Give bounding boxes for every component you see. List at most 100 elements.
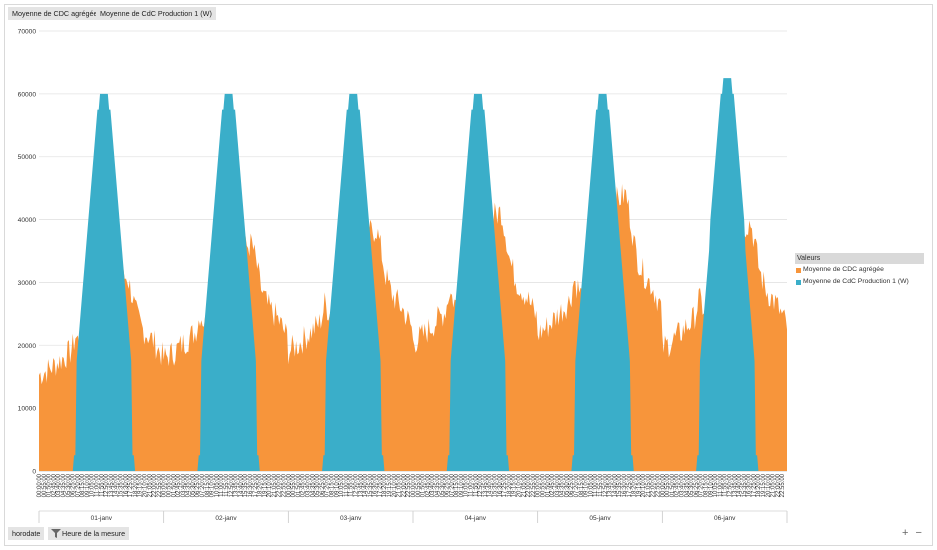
x-tick-label: 09:10:00 xyxy=(85,473,91,497)
x-tick-label: 17:25:00 xyxy=(627,473,633,497)
axis-field-horodate[interactable]: horodate xyxy=(8,527,45,540)
x-tick-label: 14:40:00 xyxy=(238,473,244,497)
x-tick-label: 22:55:00 xyxy=(656,473,662,497)
x-tick-label: 14:40:00 xyxy=(114,473,120,497)
x-tick-label: 11:00:00 xyxy=(219,473,225,497)
x-tick-label: 03:40:00 xyxy=(430,473,436,497)
legend-item-cdc-agregee[interactable]: Moyenne de CDC agrégée xyxy=(795,264,924,276)
x-tick-label: 09:10:00 xyxy=(459,473,465,497)
x-tick-label: 22:00:00 xyxy=(651,473,657,497)
x-tick-label: 22:00:00 xyxy=(775,473,781,497)
x-tick-label: 20:10:00 xyxy=(392,473,398,497)
x-tick-label: 05:30:00 xyxy=(440,473,446,497)
x-tick-label: 22:00:00 xyxy=(526,473,532,497)
x-tick-label: 12:50:00 xyxy=(478,473,484,497)
y-tick-label: 10000 xyxy=(18,406,37,413)
x-tick-label: 05:30:00 xyxy=(190,473,196,497)
x-tick-label: 04:35:00 xyxy=(310,473,316,497)
day-label: 01-janv xyxy=(91,515,113,522)
x-tick-label: 10:05:00 xyxy=(464,473,470,497)
x-tick-label: 08:15:00 xyxy=(205,473,211,497)
x-tick-label: 03:40:00 xyxy=(306,473,312,497)
y-tick-label: 20000 xyxy=(18,343,37,350)
axis-field-heure[interactable]: Heure de la mesure xyxy=(48,527,130,540)
zoom-buttons[interactable]: + − xyxy=(902,527,924,539)
x-tick-label: 06:25:00 xyxy=(320,473,326,497)
y-tick-label: 30000 xyxy=(18,280,37,287)
x-tick-label: 19:15:00 xyxy=(636,473,642,497)
x-tick-label: 01:50:00 xyxy=(171,473,177,497)
axis-field-heure-label: Heure de la mesure xyxy=(62,529,126,538)
series-cdc-production-area xyxy=(39,78,787,471)
x-tick-label: 15:35:00 xyxy=(493,473,499,497)
legend-swatch-blue xyxy=(796,280,801,285)
x-tick-label: 07:20:00 xyxy=(75,473,81,497)
x-tick-label: 13:45:00 xyxy=(234,473,240,497)
value-field-cdc-agregee[interactable]: Moyenne de CDC agrégée xyxy=(8,7,102,20)
day-label: 04-janv xyxy=(465,515,487,522)
x-tick-label: 17:25:00 xyxy=(253,473,259,497)
x-tick-label: 15:35:00 xyxy=(243,473,249,497)
x-tick-label: 06:25:00 xyxy=(569,473,575,497)
x-tick-label: 22:55:00 xyxy=(406,473,412,497)
x-tick-label: 00:00:00 xyxy=(162,473,168,497)
x-tick-label: 21:05:00 xyxy=(272,473,278,497)
x-tick-label: 11:55:00 xyxy=(349,473,355,497)
legend-swatch-orange xyxy=(796,268,801,273)
x-tick-label: 11:00:00 xyxy=(718,473,724,497)
x-tick-label: 00:00:00 xyxy=(286,473,292,497)
x-tick-label: 06:25:00 xyxy=(71,473,77,497)
x-tick-label: 17:25:00 xyxy=(128,473,134,497)
x-tick-label: 02:45:00 xyxy=(51,473,57,497)
y-tick-label: 40000 xyxy=(18,217,37,224)
series-cdc-agregee-area xyxy=(39,183,787,471)
x-tick-label: 09:10:00 xyxy=(584,473,590,497)
x-tick-label: 21:05:00 xyxy=(397,473,403,497)
x-tick-label: 22:00:00 xyxy=(277,473,283,497)
x-tick-label: 05:30:00 xyxy=(66,473,72,497)
x-tick-label: 15:35:00 xyxy=(119,473,125,497)
x-tick-label: 12:50:00 xyxy=(104,473,110,497)
x-tick-label: 18:20:00 xyxy=(258,473,264,497)
x-tick-label: 12:50:00 xyxy=(603,473,609,497)
x-tick-label: 16:30:00 xyxy=(248,473,254,497)
x-tick-label: 01:50:00 xyxy=(670,473,676,497)
x-tick-label: 13:45:00 xyxy=(732,473,738,497)
x-tick-label: 01:50:00 xyxy=(545,473,551,497)
x-tick-label: 12:50:00 xyxy=(353,473,359,497)
x-tick-label: 07:20:00 xyxy=(449,473,455,497)
x-tick-label: 00:00:00 xyxy=(411,473,417,497)
x-tick-label: 20:10:00 xyxy=(267,473,273,497)
legend-title: Valeurs xyxy=(795,253,924,264)
value-field-cdc-production[interactable]: Moyenne de CdC Production 1 (W) xyxy=(96,7,216,20)
x-tick-label: 11:55:00 xyxy=(598,473,604,497)
x-tick-label: 19:15:00 xyxy=(512,473,518,497)
x-tick-label: 04:35:00 xyxy=(435,473,441,497)
y-axis: 0 10000 20000 30000 40000 50000 60000 70000 xyxy=(18,29,37,476)
day-label: 02-janv xyxy=(215,515,237,522)
x-tick-label: 07:20:00 xyxy=(699,473,705,497)
x-tick-label: 06:25:00 xyxy=(195,473,201,497)
y-tick-label: 70000 xyxy=(18,29,37,36)
day-label: 03-janv xyxy=(340,515,362,522)
x-tick-label: 04:35:00 xyxy=(560,473,566,497)
x-axis: 00:00:0000:55:0001:50:0002:45:0003:40:00… xyxy=(37,473,788,523)
legend-item-cdc-production[interactable]: Moyenne de CdC Production 1 (W) xyxy=(795,276,924,288)
x-tick-label: 16:30:00 xyxy=(123,473,129,497)
legend-label: Moyenne de CdC Production 1 (W) xyxy=(803,278,909,285)
x-tick-label: 02:45:00 xyxy=(176,473,182,497)
x-tick-label: 00:00:00 xyxy=(37,473,43,497)
x-tick-label: 03:40:00 xyxy=(56,473,62,497)
x-tick-label: 08:15:00 xyxy=(703,473,709,497)
x-tick-label: 06:25:00 xyxy=(445,473,451,497)
x-tick-label: 04:35:00 xyxy=(186,473,192,497)
day-label: 05-janv xyxy=(589,515,611,522)
filter-icon[interactable] xyxy=(51,528,61,538)
x-tick-label: 22:00:00 xyxy=(152,473,158,497)
x-tick-label: 00:55:00 xyxy=(665,473,671,497)
x-tick-label: 19:15:00 xyxy=(761,473,767,497)
x-tick-label: 05:30:00 xyxy=(689,473,695,497)
x-tick-label: 15:35:00 xyxy=(617,473,623,497)
x-tick-label: 16:30:00 xyxy=(747,473,753,497)
